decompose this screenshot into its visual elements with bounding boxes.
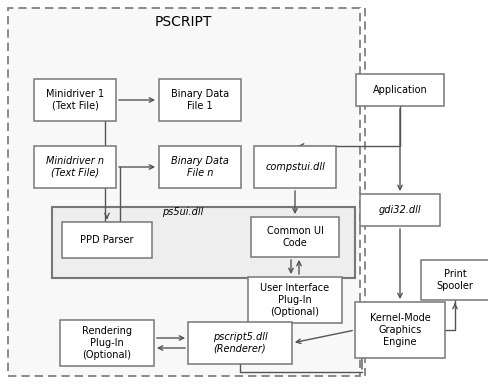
Text: Common UI
Code: Common UI Code — [266, 226, 324, 248]
Text: Print
Spooler: Print Spooler — [437, 269, 473, 291]
Bar — [355, 302, 445, 358]
Bar — [62, 222, 152, 258]
Text: Binary Data
File n: Binary Data File n — [171, 156, 229, 178]
Bar — [8, 8, 360, 376]
Bar — [60, 320, 154, 366]
Text: pscript5.dll
(Renderer): pscript5.dll (Renderer) — [213, 332, 267, 354]
Bar — [34, 79, 116, 121]
Text: gdi32.dll: gdi32.dll — [379, 205, 421, 215]
Text: Application: Application — [373, 85, 427, 95]
Text: Kernel-Mode
Graphics
Engine: Kernel-Mode Graphics Engine — [369, 313, 430, 347]
Bar — [34, 146, 116, 188]
Bar — [159, 146, 241, 188]
Bar — [254, 146, 336, 188]
Bar — [188, 322, 292, 364]
Text: PPD Parser: PPD Parser — [80, 235, 134, 245]
Text: Rendering
Plug-In
(Optional): Rendering Plug-In (Optional) — [82, 327, 132, 359]
Bar — [248, 277, 342, 323]
Text: User Interface
Plug-In
(Optional): User Interface Plug-In (Optional) — [261, 283, 329, 317]
Bar — [421, 260, 488, 300]
Text: Minidriver 1
(Text File): Minidriver 1 (Text File) — [46, 89, 104, 111]
Text: compstui.dll: compstui.dll — [265, 162, 325, 172]
Bar — [159, 79, 241, 121]
Bar — [360, 194, 440, 226]
Text: Minidriver n
(Text File): Minidriver n (Text File) — [46, 156, 104, 178]
Bar — [52, 207, 355, 278]
Text: PSCRIPT: PSCRIPT — [154, 15, 212, 29]
Text: Binary Data
File 1: Binary Data File 1 — [171, 89, 229, 111]
Text: ps5ui.dll: ps5ui.dll — [162, 207, 203, 217]
Bar — [251, 217, 339, 257]
Bar — [356, 74, 444, 106]
